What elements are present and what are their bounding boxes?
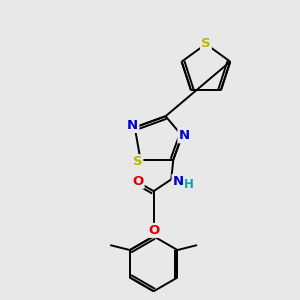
Text: S: S <box>201 38 211 50</box>
Text: O: O <box>132 175 144 188</box>
Text: O: O <box>148 224 159 237</box>
Text: N: N <box>127 119 138 132</box>
Text: H: H <box>184 178 194 191</box>
Text: S: S <box>133 155 142 168</box>
Text: N: N <box>178 129 190 142</box>
Text: N: N <box>172 175 184 188</box>
